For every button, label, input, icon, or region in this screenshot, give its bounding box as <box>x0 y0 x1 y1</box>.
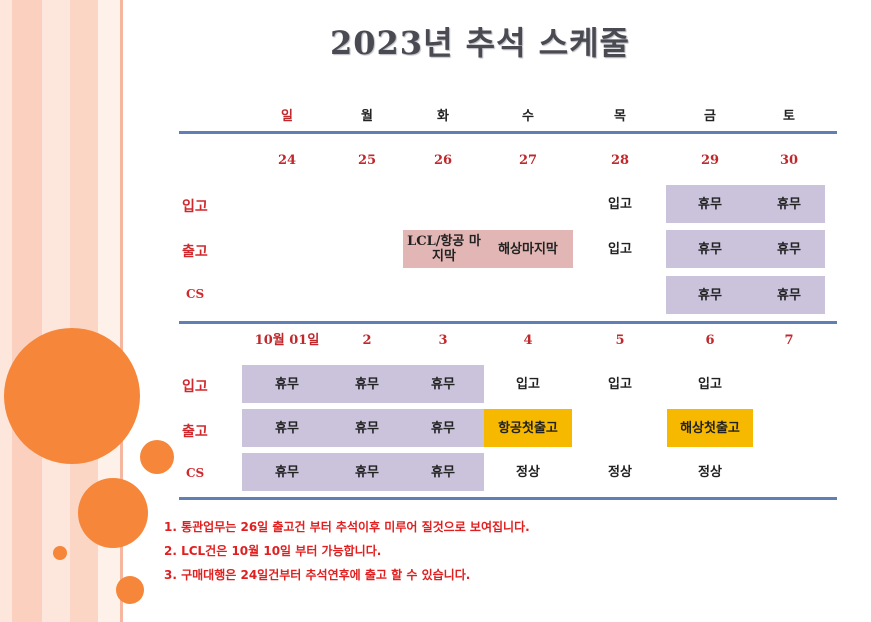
date-cell: 25 <box>357 152 377 168</box>
outbound-fri: 휴무 <box>698 241 722 257</box>
row-label-inbound: 입고 <box>182 199 208 215</box>
date-cell: 6 <box>705 332 715 348</box>
last-day-block <box>403 230 573 268</box>
holiday-block <box>666 185 825 223</box>
inbound-sat: 휴무 <box>777 196 801 212</box>
inbound-thu: 입고 <box>608 376 632 392</box>
decor-circle <box>53 546 67 560</box>
inbound-tue: 휴무 <box>431 376 455 392</box>
cs-tue: 휴무 <box>431 464 455 480</box>
divider <box>179 131 837 134</box>
date-cell: 5 <box>615 332 625 348</box>
cs-sun: 휴무 <box>275 464 299 480</box>
date-cell: 29 <box>700 152 720 168</box>
date-cell: 2 <box>362 332 372 348</box>
decor-circle <box>4 328 140 464</box>
row-label-cs: CS <box>186 466 205 480</box>
outbound-wed: 해상마지막 <box>498 241 558 257</box>
row-label-inbound: 입고 <box>182 379 208 395</box>
outbound-sun: 휴무 <box>275 420 299 436</box>
decor-stripe <box>0 0 12 622</box>
note-3: 3. 구매대행은 24일건부터 추석연후에 출고 할 수 있습니다. <box>164 568 471 582</box>
date-cell: 27 <box>518 152 538 168</box>
inbound-fri: 입고 <box>698 376 722 392</box>
note-1: 1. 통관업무는 26일 출고건 부터 추석이후 미루어 질것으로 보여집니다. <box>164 520 530 534</box>
weekday-mon: 월 <box>361 108 373 124</box>
row-label-outbound: 출고 <box>182 244 208 260</box>
inbound-thu: 입고 <box>608 196 632 212</box>
date-cell: 7 <box>784 332 794 348</box>
decor-stripe <box>42 0 70 622</box>
date-cell: 24 <box>277 152 297 168</box>
date-cell: 28 <box>610 152 630 168</box>
weekday-sun: 일 <box>281 108 293 124</box>
outbound-mon: 휴무 <box>355 420 379 436</box>
date-cell: 3 <box>438 332 448 348</box>
decor-stripe <box>98 0 120 622</box>
decor-stripe <box>120 0 123 622</box>
holiday-block <box>242 409 484 447</box>
outbound-thu: 입고 <box>608 241 632 257</box>
outbound-tue: 휴무 <box>431 420 455 436</box>
date-cell: 10월 01일 <box>254 332 320 348</box>
holiday-block <box>666 230 825 268</box>
inbound-wed: 입고 <box>516 376 540 392</box>
cs-fri: 정상 <box>698 464 722 480</box>
date-cell: 30 <box>779 152 799 168</box>
inbound-fri: 휴무 <box>698 196 722 212</box>
weekday-wed: 수 <box>522 108 534 124</box>
decor-circle <box>78 478 148 548</box>
decor-circle <box>140 440 174 474</box>
decor-stripe <box>12 0 42 622</box>
holiday-block <box>242 365 484 403</box>
holiday-block <box>666 276 825 314</box>
row-label-outbound: 출고 <box>182 424 208 440</box>
page-title: 2023년 추석 스케줄 <box>330 24 630 62</box>
first-shipment-block <box>484 409 572 447</box>
cs-wed: 정상 <box>516 464 540 480</box>
row-label-cs: CS <box>186 287 205 301</box>
weekday-tue: 화 <box>437 108 449 124</box>
first-shipment-block <box>667 409 753 447</box>
outbound-wed: 항공첫출고 <box>498 420 558 436</box>
cs-thu: 정상 <box>608 464 632 480</box>
weekday-fri: 금 <box>704 108 716 124</box>
inbound-mon: 휴무 <box>355 376 379 392</box>
inbound-sun: 휴무 <box>275 376 299 392</box>
outbound-fri: 해상첫출고 <box>680 420 740 436</box>
date-cell: 4 <box>523 332 533 348</box>
cs-fri: 휴무 <box>698 287 722 303</box>
weekday-thu: 목 <box>614 108 626 124</box>
note-2: 2. LCL건은 10월 10일 부터 가능합니다. <box>164 544 382 558</box>
outbound-tue: LCL/항공 마지막 <box>407 234 481 264</box>
divider <box>179 321 837 324</box>
divider <box>179 497 837 500</box>
weekday-sat: 토 <box>783 108 795 124</box>
decor-circle <box>116 576 144 604</box>
outbound-sat: 휴무 <box>777 241 801 257</box>
holiday-block <box>242 453 484 491</box>
cs-sat: 휴무 <box>777 287 801 303</box>
date-cell: 26 <box>433 152 453 168</box>
cs-mon: 휴무 <box>355 464 379 480</box>
